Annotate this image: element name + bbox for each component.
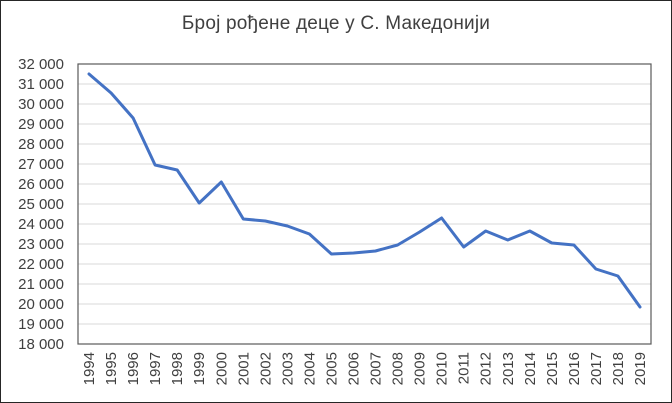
x-axis-tick-label: 2002	[257, 352, 274, 385]
x-axis-tick-label: 2011	[456, 352, 473, 384]
x-axis-tick-label: 1997	[147, 352, 164, 385]
data-line	[87, 72, 642, 309]
x-axis-tick-label: 2005	[323, 352, 340, 385]
x-axis-tick-label: 1995	[103, 352, 120, 385]
x-axis-tick-label: 2010	[434, 352, 451, 385]
plot-border	[77, 63, 652, 345]
x-axis-tick-label: 2007	[368, 352, 385, 385]
y-axis-tick-label: 29 000	[18, 116, 64, 133]
y-axis-tick-label: 18 000	[18, 336, 64, 353]
x-axis-tick-label: 2016	[566, 352, 583, 385]
x-axis-tick-label: 1996	[125, 352, 142, 385]
x-axis-tick-label: 2001	[235, 352, 252, 385]
x-axis-tick-label: 2019	[632, 352, 649, 385]
x-axis-tick-label: 1998	[169, 352, 186, 385]
x-axis-tick-label: 2006	[345, 352, 362, 385]
y-axis-tick-label: 25 000	[18, 196, 64, 213]
x-axis-tick-label: 2008	[390, 352, 407, 385]
y-axis-tick-label: 24 000	[18, 216, 64, 233]
y-axis-tick-label: 31 000	[18, 76, 64, 93]
chart-title: Број рођене деце у С. Македонији	[181, 13, 491, 34]
x-axis-tick-label: 2014	[522, 352, 539, 385]
y-axis-tick-label: 21 000	[18, 276, 64, 293]
x-axis-tick-label: 1999	[191, 352, 208, 385]
y-axis-tick-label: 32 000	[18, 56, 64, 73]
y-axis-tick-label: 28 000	[18, 136, 64, 153]
x-axis-tick-label: 2018	[610, 352, 627, 385]
y-axis-tick-label: 30 000	[18, 96, 64, 113]
x-axis-tick-label: 2017	[588, 352, 605, 385]
x-axis-tick-label: 2015	[544, 352, 561, 385]
x-axis-tick-label: 1994	[81, 352, 98, 385]
y-axis-tick-label: 27 000	[18, 156, 64, 173]
y-axis-tick-label: 26 000	[18, 176, 64, 193]
x-axis-tick-label: 2000	[213, 352, 230, 385]
y-axis-tick-label: 20 000	[18, 296, 64, 313]
x-axis-tick-label: 2013	[500, 352, 517, 385]
y-axis-tick-label: 19 000	[18, 316, 64, 333]
y-axis-tick-label: 22 000	[18, 256, 64, 273]
x-axis-tick-label: 2003	[279, 352, 296, 385]
y-axis-tick-label: 23 000	[18, 236, 64, 253]
x-axis-tick-label: 2012	[478, 352, 495, 385]
x-axis-tick-label: 2004	[301, 352, 318, 385]
x-axis-tick-label: 2009	[412, 352, 429, 385]
